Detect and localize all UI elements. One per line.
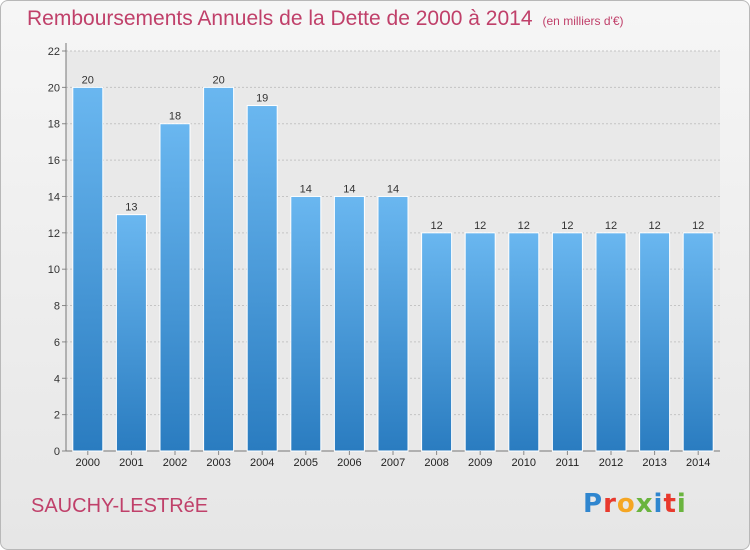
data-label: 12 [648, 220, 660, 232]
bar [508, 232, 540, 452]
y-tick-label: 18 [48, 119, 60, 131]
bar [115, 214, 147, 452]
y-tick-label: 0 [54, 446, 60, 458]
logo-letter: P [583, 489, 604, 519]
bar [377, 195, 409, 452]
data-label: 12 [518, 220, 530, 232]
data-label: 12 [474, 220, 486, 232]
logo-letter: o [616, 489, 636, 519]
bar [639, 232, 671, 452]
data-label: 12 [605, 220, 617, 232]
chart-title-row: Remboursements Annuels de la Dette de 20… [27, 7, 624, 31]
x-tick-label: 2000 [76, 457, 100, 469]
data-label: 14 [343, 183, 355, 195]
y-tick-label: 6 [54, 337, 60, 349]
bar [682, 232, 714, 452]
y-tick-label: 10 [48, 264, 60, 276]
x-tick-label: 2012 [599, 457, 623, 469]
data-label: 14 [300, 183, 312, 195]
data-label: 12 [430, 220, 442, 232]
x-tick-label: 2007 [381, 457, 405, 469]
x-tick-label: 2013 [642, 457, 666, 469]
logo-letter: r [603, 489, 617, 519]
bar [290, 195, 322, 452]
data-label: 14 [387, 183, 399, 195]
y-tick-label: 4 [54, 373, 60, 385]
bar [333, 195, 365, 452]
logo-letter: i [676, 489, 687, 519]
y-tick-label: 20 [48, 82, 60, 94]
bar [203, 86, 235, 452]
city-name: SAUCHY-LESTRéE [31, 495, 209, 517]
x-tick-label: 2009 [468, 457, 492, 469]
y-tick-label: 16 [48, 155, 60, 167]
x-tick-label: 2011 [556, 457, 580, 469]
x-tick-label: 2004 [250, 457, 274, 469]
y-tick-label: 14 [48, 191, 60, 203]
data-label: 20 [82, 74, 94, 86]
y-tick-label: 8 [54, 301, 60, 313]
data-label: 18 [169, 111, 181, 123]
y-tick-label: 22 [48, 46, 60, 58]
x-tick-label: 2003 [206, 457, 230, 469]
chart-title: Remboursements Annuels de la Dette de 20… [27, 7, 533, 30]
x-tick-label: 2010 [512, 457, 536, 469]
x-tick-label: 2001 [119, 457, 143, 469]
x-tick-label: 2006 [337, 457, 361, 469]
y-tick-label: 12 [48, 228, 60, 240]
x-tick-label: 2014 [686, 457, 710, 469]
bar [246, 105, 278, 452]
data-label: 19 [256, 93, 268, 105]
x-tick-label: 2005 [294, 457, 318, 469]
bar [551, 232, 583, 452]
bar [159, 123, 191, 452]
y-tick-label: 2 [54, 410, 60, 422]
proxiti-logo[interactable]: Proxiti [583, 489, 687, 519]
data-label: 12 [692, 220, 704, 232]
chart-unit-note: (en milliers d'€) [542, 14, 624, 28]
data-label: 13 [125, 202, 137, 214]
bar [421, 232, 453, 452]
bar [595, 232, 627, 452]
logo-letter: i [653, 489, 664, 519]
data-label: 20 [212, 74, 224, 86]
logo-letter: x [635, 489, 654, 519]
bar [464, 232, 496, 452]
x-tick-label: 2008 [424, 457, 448, 469]
data-label: 12 [561, 220, 573, 232]
logo-letter: t [663, 489, 677, 519]
bar [72, 86, 104, 452]
x-tick-label: 2002 [163, 457, 187, 469]
